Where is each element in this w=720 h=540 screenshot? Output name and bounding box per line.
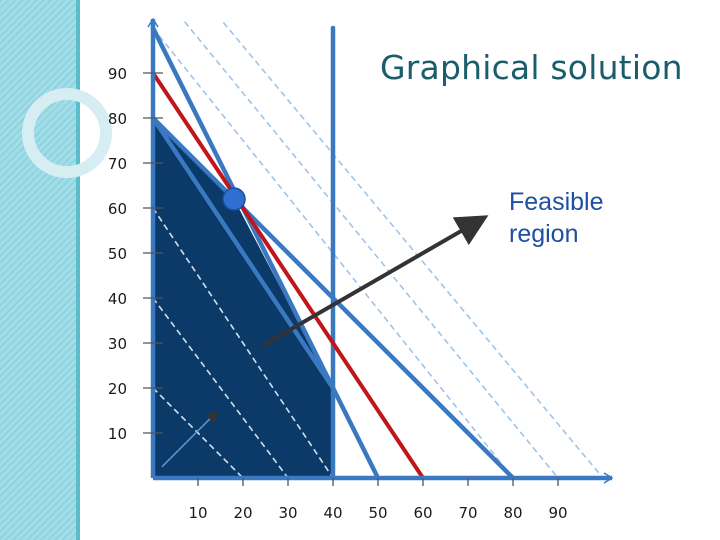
iso-line-inner-4 <box>153 207 333 478</box>
x-tick-label-30: 30 <box>278 504 297 522</box>
x-tick-label-60: 60 <box>413 504 432 522</box>
iso-line-inner-6 <box>153 387 244 478</box>
slide-title: Graphical solution <box>380 48 683 87</box>
y-tick-label-90: 90 <box>108 65 127 83</box>
iso-line-1 <box>182 20 559 479</box>
objective-line <box>151 71 425 480</box>
x-tick-label-50: 50 <box>368 504 387 522</box>
y-tick-label-30: 30 <box>108 335 127 353</box>
iso-line-3 <box>152 27 514 479</box>
y-tick-label-10: 10 <box>108 425 127 443</box>
iso-line-inner-5 <box>153 297 289 478</box>
y-tick-label-70: 70 <box>108 155 127 173</box>
x-tick-label-40: 40 <box>323 504 342 522</box>
iso-line-2 <box>220 20 604 479</box>
optimal-point <box>222 187 246 211</box>
pointer-arrow <box>262 215 489 347</box>
sidebar-edge <box>76 0 80 540</box>
iso-lines-in-region <box>153 118 333 478</box>
x-axis-arrowhead <box>603 472 614 484</box>
x-tick-label-80: 80 <box>503 504 522 522</box>
y-tick-label-20: 20 <box>108 380 127 398</box>
x-tick-label-90: 90 <box>548 504 567 522</box>
constraint-line-2 <box>150 25 381 481</box>
direction-arrow <box>161 410 219 468</box>
y-axis-arrowhead <box>147 17 159 28</box>
x-tick-label-20: 20 <box>233 504 252 522</box>
y-tick-label-40: 40 <box>108 290 127 308</box>
constraint-line-1 <box>150 115 336 391</box>
y-tick-label-50: 50 <box>108 245 127 263</box>
x-tick-label-70: 70 <box>458 504 477 522</box>
feasible-region-label: Feasible region <box>509 188 604 248</box>
feasible-region <box>153 118 333 478</box>
y-tick-label-60: 60 <box>108 200 127 218</box>
x-tick-label-10: 10 <box>188 504 207 522</box>
y-tick-label-80: 80 <box>108 110 127 128</box>
